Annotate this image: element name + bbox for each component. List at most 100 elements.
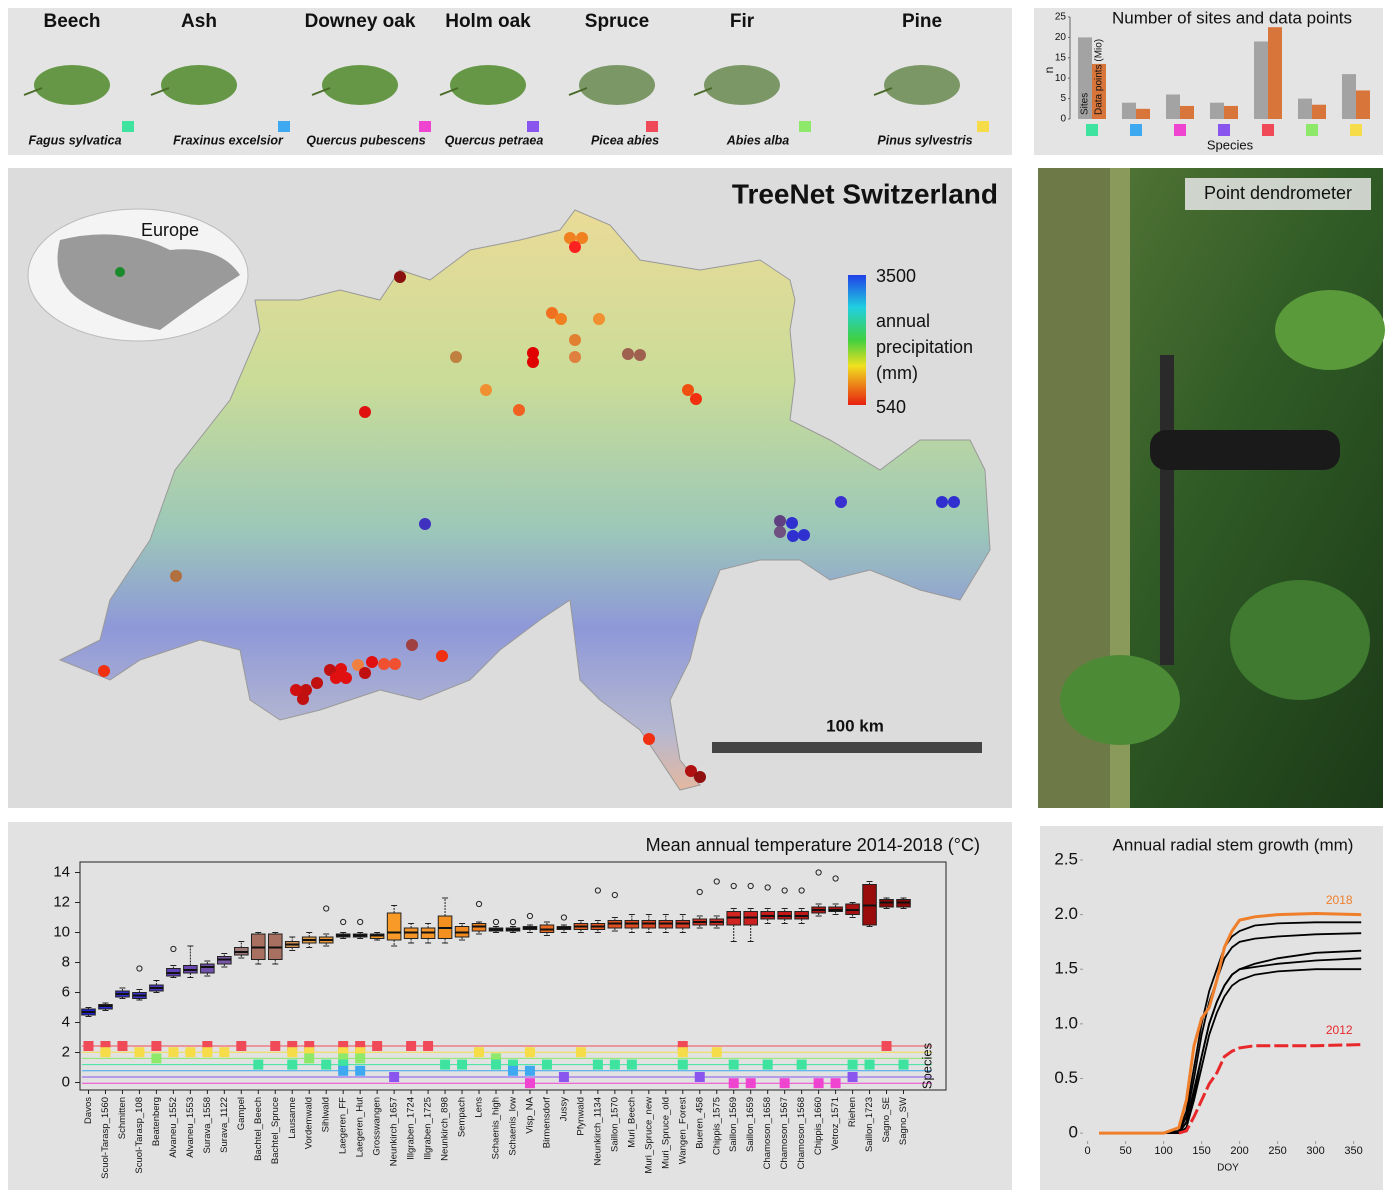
site-dot xyxy=(593,313,605,325)
y-tick-label: 6 xyxy=(62,983,70,1000)
species-marker xyxy=(253,1059,264,1070)
y-tick-label: 15 xyxy=(1055,52,1067,63)
latin-name: Picea abies xyxy=(591,133,659,147)
x-tick-label: Illgraben_1725 xyxy=(423,1097,434,1160)
x-tick-label: Grosswangen xyxy=(372,1097,383,1156)
series-line xyxy=(1178,1043,1362,1135)
bar xyxy=(1180,105,1194,119)
leaf-stem xyxy=(150,87,170,96)
species-marker xyxy=(372,1041,383,1051)
y-tick-label: 20 xyxy=(1055,32,1067,43)
outlier xyxy=(832,875,839,882)
species-marker xyxy=(609,1059,620,1070)
species-marker xyxy=(389,1072,400,1082)
leaf-image xyxy=(450,65,526,105)
y-tick-label: 25 xyxy=(1055,12,1067,23)
species-marker xyxy=(100,1041,111,1051)
y-tick-label: 1.5 xyxy=(1054,959,1078,978)
x-tick-label: Surava_1122 xyxy=(219,1097,230,1153)
x-tick-label: Lens xyxy=(474,1097,485,1118)
species-marker xyxy=(813,1078,824,1089)
box xyxy=(200,963,215,974)
x-tick-label: Neunkirch_1134 xyxy=(592,1097,603,1165)
species-marker xyxy=(440,1059,451,1070)
species-marker xyxy=(406,1041,417,1051)
species-axis-label: Species xyxy=(919,1042,934,1089)
species-swatch xyxy=(419,121,431,132)
x-tick-label: Alvaneu_1553 xyxy=(185,1097,196,1158)
leaf-stem xyxy=(873,87,893,96)
site-dot xyxy=(352,659,364,671)
site-dot xyxy=(787,530,799,542)
x-tick-label: Sagno_SW xyxy=(898,1097,909,1145)
category-swatch xyxy=(1218,124,1230,136)
bar xyxy=(1268,27,1282,120)
site-dot xyxy=(564,232,576,244)
category-swatch xyxy=(1306,124,1318,136)
x-tick-label: Chippis_1660 xyxy=(813,1097,824,1155)
tree-trunk-light xyxy=(1110,168,1130,808)
y-tick-label: 8 xyxy=(62,953,70,970)
leaf xyxy=(1060,655,1180,745)
x-tick-label: Sagno_SE xyxy=(881,1097,892,1142)
site-dot xyxy=(555,313,567,325)
leaf-stem xyxy=(311,87,331,96)
species-marker xyxy=(745,1078,756,1089)
y-tick-label: 5 xyxy=(1060,93,1066,104)
species-name: Downey oak xyxy=(305,11,416,32)
bar xyxy=(1342,74,1356,119)
species-marker xyxy=(491,1053,501,1064)
scale-bar xyxy=(712,742,982,753)
leaf-image xyxy=(704,65,780,105)
site-dot xyxy=(98,665,110,677)
x-tick-label: Bachtel_Spruce xyxy=(270,1097,281,1164)
x-tick-label: Illgraben_1724 xyxy=(406,1097,417,1160)
species-marker xyxy=(677,1047,688,1058)
site-dot xyxy=(527,356,539,368)
site-dot xyxy=(682,384,694,396)
site-dot xyxy=(948,496,960,508)
x-tick-label: Scuol-Tarasp_1560 xyxy=(100,1097,111,1179)
latin-name: Pinus sylvestris xyxy=(877,133,972,147)
box-panel xyxy=(8,822,1012,1190)
site-dot xyxy=(774,526,786,538)
leaf-image xyxy=(34,65,110,105)
series-label: Sites xyxy=(1080,93,1091,115)
category-swatch xyxy=(1262,124,1274,136)
switzerland-marker xyxy=(115,267,125,277)
outlier xyxy=(798,887,805,894)
x-axis-label: DOY xyxy=(1217,1163,1239,1174)
bar xyxy=(1166,94,1180,119)
x-tick-label: 50 xyxy=(1119,1145,1131,1157)
site-dot xyxy=(450,351,462,363)
outlier xyxy=(526,912,534,920)
y-tick-label: 0 xyxy=(1069,1123,1078,1142)
outlier xyxy=(696,888,703,896)
x-tick-label: Vordemwald xyxy=(304,1097,315,1149)
site-dot xyxy=(576,232,588,244)
x-tick-label: Sempach xyxy=(457,1097,468,1137)
bar xyxy=(1312,104,1326,119)
outlier xyxy=(136,965,143,972)
site-dot xyxy=(297,693,309,705)
site-dot xyxy=(378,658,390,670)
bar xyxy=(1224,105,1238,119)
x-tick-label: Bueren_458 xyxy=(694,1097,705,1149)
x-tick-label: Muri_Spruce_new xyxy=(643,1097,654,1174)
photo-label: Point dendrometer xyxy=(1204,183,1352,203)
outlier xyxy=(475,900,483,908)
photo-label-box xyxy=(1185,178,1371,210)
site-dot xyxy=(480,384,492,396)
species-marker xyxy=(711,1047,722,1058)
outlier xyxy=(815,869,822,876)
leaf xyxy=(1230,580,1370,700)
series-line xyxy=(1099,911,1362,1135)
species-name: Spruce xyxy=(585,11,649,32)
tree-line xyxy=(1099,921,1362,1134)
x-tick-label: Visp_NA xyxy=(524,1096,535,1133)
y-tick-label: 2 xyxy=(62,1043,70,1060)
bar xyxy=(1092,63,1106,119)
site-dot xyxy=(170,570,182,582)
outlier xyxy=(170,945,177,953)
